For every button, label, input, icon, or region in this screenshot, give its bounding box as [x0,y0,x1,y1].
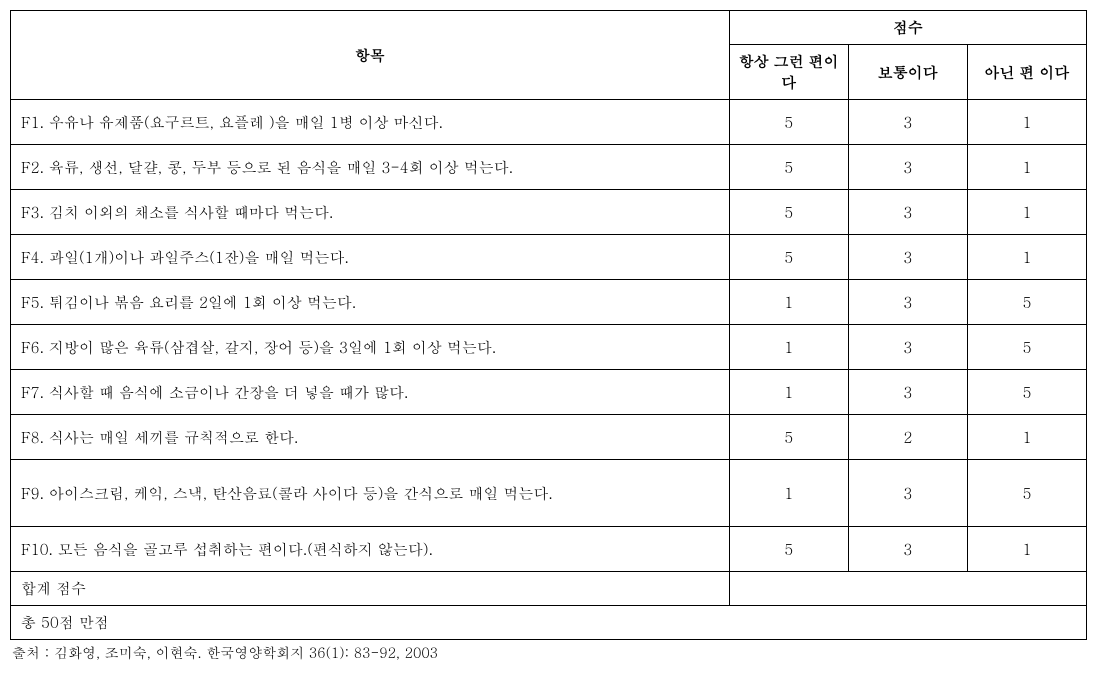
table-row: F7. 식사할 때 음식에 소금이나 간장을 더 넣을 때가 많다.135 [11,370,1087,415]
total-score-value [729,572,1086,606]
questionnaire-table: 항목 점수 항상 그런 편이다 보통이다 아닌 편 이다 F1. 우유나 유제품… [10,10,1087,640]
score-cell-1: 5 [729,190,848,235]
score-cell-3: 1 [967,527,1086,572]
item-label: F7. 식사할 때 음식에 소금이나 간장을 더 넣을 때가 많다. [11,370,730,415]
score-cell-3: 5 [967,370,1086,415]
header-score-2: 보통이다 [848,45,967,100]
item-label: F2. 육류, 생선, 달걀, 콩, 두부 등으로 된 음식을 매일 3-4회 … [11,145,730,190]
score-cell-2: 3 [848,527,967,572]
item-label: F3. 김치 이외의 채소를 식사할 때마다 먹는다. [11,190,730,235]
score-cell-1: 5 [729,145,848,190]
total-score-label: 합계 점수 [11,572,730,606]
table-row: F9. 아이스크림, 케익, 스낵, 탄산음료(콜라 사이다 등)을 간식으로 … [11,460,1087,527]
score-cell-2: 3 [848,235,967,280]
score-cell-3: 1 [967,100,1086,145]
score-cell-3: 1 [967,235,1086,280]
footer-row-max: 총 50점 만점 [11,606,1087,640]
item-label: F6. 지방이 많은 육류(삼겹살, 갈지, 장어 등)을 3일에 1회 이상 … [11,325,730,370]
score-cell-1: 5 [729,527,848,572]
item-label: F9. 아이스크림, 케익, 스낵, 탄산음료(콜라 사이다 등)을 간식으로 … [11,460,730,527]
score-cell-3: 5 [967,280,1086,325]
score-cell-2: 3 [848,460,967,527]
table-row: F4. 과일(1개)이나 과일주스(1잔)을 매일 먹는다.531 [11,235,1087,280]
max-score-label: 총 50점 만점 [11,606,1087,640]
score-cell-2: 2 [848,415,967,460]
item-label: F10. 모든 음식을 골고루 섭취하는 편이다.(편식하지 않는다). [11,527,730,572]
score-cell-3: 5 [967,460,1086,527]
table-row: F3. 김치 이외의 채소를 식사할 때마다 먹는다.531 [11,190,1087,235]
score-cell-2: 3 [848,100,967,145]
score-cell-1: 1 [729,460,848,527]
score-cell-3: 1 [967,415,1086,460]
score-cell-3: 1 [967,145,1086,190]
table-row: F2. 육류, 생선, 달걀, 콩, 두부 등으로 된 음식을 매일 3-4회 … [11,145,1087,190]
score-cell-1: 1 [729,325,848,370]
score-cell-2: 3 [848,370,967,415]
header-score-1: 항상 그런 편이다 [729,45,848,100]
source-citation: 출처 : 김화영, 조미숙, 이현숙. 한국영양학회지 36(1): 83-92… [12,642,1087,662]
header-score-group: 점수 [729,11,1086,45]
table-row: F8. 식사는 매일 세끼를 규칙적으로 한다.521 [11,415,1087,460]
score-cell-2: 3 [848,145,967,190]
score-cell-3: 1 [967,190,1086,235]
score-cell-1: 5 [729,100,848,145]
item-label: F5. 튀김이나 볶음 요리를 2일에 1회 이상 먹는다. [11,280,730,325]
score-cell-2: 3 [848,190,967,235]
item-label: F8. 식사는 매일 세끼를 규칙적으로 한다. [11,415,730,460]
table-row: F10. 모든 음식을 골고루 섭취하는 편이다.(편식하지 않는다).531 [11,527,1087,572]
table-row: F5. 튀김이나 볶음 요리를 2일에 1회 이상 먹는다.135 [11,280,1087,325]
table-row: F6. 지방이 많은 육류(삼겹살, 갈지, 장어 등)을 3일에 1회 이상 … [11,325,1087,370]
score-cell-1: 5 [729,235,848,280]
score-cell-1: 1 [729,370,848,415]
header-item: 항목 [11,11,730,100]
score-cell-2: 3 [848,280,967,325]
header-score-3: 아닌 편 이다 [967,45,1086,100]
score-cell-1: 1 [729,280,848,325]
item-label: F1. 우유나 유제품(요구르트, 요플레 )을 매일 1병 이상 마신다. [11,100,730,145]
score-cell-2: 3 [848,325,967,370]
footer-row-total: 합계 점수 [11,572,1087,606]
table-row: F1. 우유나 유제품(요구르트, 요플레 )을 매일 1병 이상 마신다.53… [11,100,1087,145]
score-cell-3: 5 [967,325,1086,370]
score-cell-1: 5 [729,415,848,460]
item-label: F4. 과일(1개)이나 과일주스(1잔)을 매일 먹는다. [11,235,730,280]
